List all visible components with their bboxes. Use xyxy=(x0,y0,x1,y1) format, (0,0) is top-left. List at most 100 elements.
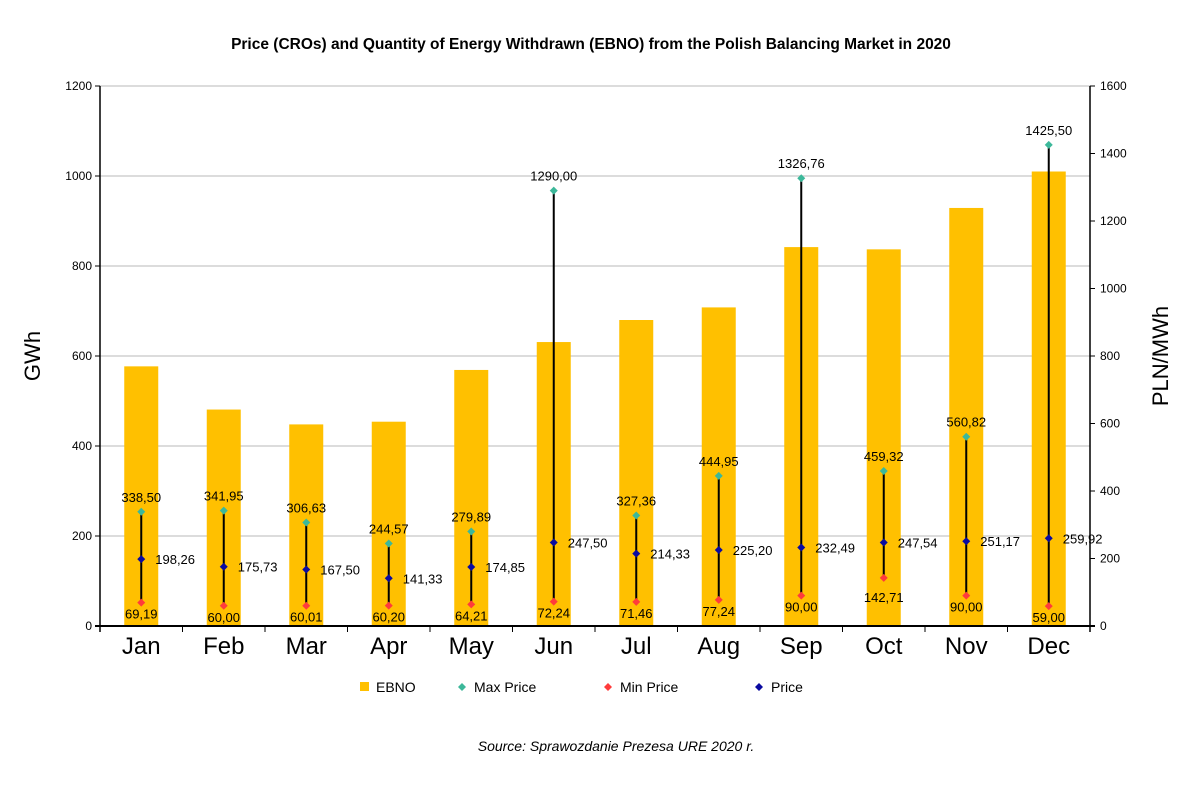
min-price-point-aug xyxy=(714,595,723,604)
min-price-point-sep xyxy=(797,591,806,600)
y-tick-label: 200 xyxy=(72,529,92,543)
y2-tick-label: 0 xyxy=(1100,619,1107,633)
y2-tick-label: 1000 xyxy=(1100,282,1127,296)
price-label: 247,50 xyxy=(568,535,608,550)
max-price-point-mar xyxy=(302,518,311,527)
min-price-point-jan xyxy=(137,598,146,607)
price-label: 214,33 xyxy=(650,547,690,562)
legend-label: Price xyxy=(771,679,803,695)
min-price-label: 60,20 xyxy=(372,610,405,625)
max-price-point-jan xyxy=(137,507,146,516)
legend-swatch-ebno xyxy=(360,682,369,691)
max-price-point-jun xyxy=(549,186,558,195)
price-label: 251,17 xyxy=(980,534,1020,549)
max-price-label: 1290,00 xyxy=(530,169,577,184)
max-price-point-aug xyxy=(714,471,723,480)
max-price-label: 306,63 xyxy=(286,501,326,516)
legend-label: EBNO xyxy=(376,679,416,695)
min-price-point-apr xyxy=(384,601,393,610)
y2-tick-label: 200 xyxy=(1100,552,1120,566)
legend-label: Min Price xyxy=(620,679,679,695)
price-label: 225,20 xyxy=(733,543,773,558)
price-point-jul xyxy=(632,549,641,558)
y2-tick-label: 800 xyxy=(1100,349,1120,363)
max-price-label: 244,57 xyxy=(369,521,409,536)
y2-tick-label: 600 xyxy=(1100,417,1120,431)
max-price-point-apr xyxy=(384,539,393,548)
x-tick-label: Jul xyxy=(621,633,652,660)
y2-tick-label: 400 xyxy=(1100,484,1120,498)
price-point-sep xyxy=(797,543,806,552)
price-point-oct xyxy=(879,538,888,547)
min-price-point-jul xyxy=(632,597,641,606)
max-price-label: 444,95 xyxy=(699,454,739,469)
price-point-nov xyxy=(962,537,971,546)
x-tick-label: Jun xyxy=(534,633,573,660)
x-tick-label: Dec xyxy=(1027,633,1070,660)
price-label: 141,33 xyxy=(403,571,443,586)
price-point-may xyxy=(467,562,476,571)
y-tick-label: 800 xyxy=(72,259,92,273)
max-price-point-nov xyxy=(962,432,971,441)
price-point-feb xyxy=(219,562,228,571)
min-price-label: 90,00 xyxy=(785,600,818,615)
x-tick-label: Jan xyxy=(122,633,161,660)
chart-title: Price (CROs) and Quantity of Energy With… xyxy=(231,36,951,53)
x-tick-label: Apr xyxy=(370,633,407,660)
min-price-point-jun xyxy=(549,597,558,606)
x-tick-label: May xyxy=(449,633,494,660)
x-tick-label: Nov xyxy=(945,633,988,660)
y-tick-label: 1000 xyxy=(65,169,92,183)
price-label: 259,92 xyxy=(1063,531,1103,546)
x-tick-label: Aug xyxy=(697,633,740,660)
min-price-label: 77,24 xyxy=(702,604,735,619)
price-label: 174,85 xyxy=(485,560,525,575)
y2-axis-title: PLN/MWh xyxy=(1148,306,1173,406)
max-price-label: 338,50 xyxy=(121,490,161,505)
max-price-point-jul xyxy=(632,511,641,520)
min-price-point-feb xyxy=(219,601,228,610)
min-price-point-oct xyxy=(879,573,888,582)
min-price-point-may xyxy=(467,600,476,609)
legend-marker-price xyxy=(755,683,763,691)
min-price-point-dec xyxy=(1044,602,1053,611)
min-price-label: 90,00 xyxy=(950,600,983,615)
x-tick-label: Feb xyxy=(203,633,244,660)
price-label: 232,49 xyxy=(815,541,855,556)
y2-tick-label: 1400 xyxy=(1100,147,1127,161)
price-label: 198,26 xyxy=(155,552,195,567)
min-price-label: 72,24 xyxy=(537,606,570,621)
price-point-apr xyxy=(384,574,393,583)
min-price-label: 60,00 xyxy=(207,610,240,625)
max-price-label: 1425,50 xyxy=(1025,123,1072,138)
min-price-label: 60,01 xyxy=(290,610,323,625)
max-price-point-oct xyxy=(879,466,888,475)
y-tick-label: 600 xyxy=(72,349,92,363)
legend-label: Max Price xyxy=(474,679,536,695)
max-price-point-may xyxy=(467,527,476,536)
price-point-jun xyxy=(549,538,558,547)
source-note: Source: Sprawozdanie Prezesa URE 2020 r. xyxy=(477,738,755,754)
min-price-label: 142,71 xyxy=(864,590,904,605)
max-price-label: 341,95 xyxy=(204,489,244,504)
max-price-label: 327,36 xyxy=(616,494,656,509)
price-label: 167,50 xyxy=(320,562,360,577)
price-point-aug xyxy=(714,545,723,554)
price-label: 175,73 xyxy=(238,560,278,575)
y-tick-label: 1200 xyxy=(65,79,92,93)
max-price-point-sep xyxy=(797,174,806,183)
min-price-point-nov xyxy=(962,591,971,600)
y2-tick-label: 1200 xyxy=(1100,214,1127,228)
y-tick-label: 400 xyxy=(72,439,92,453)
min-price-label: 71,46 xyxy=(620,606,653,621)
price-label: 247,54 xyxy=(898,535,938,550)
legend-marker-min-price xyxy=(604,683,612,691)
price-point-jan xyxy=(137,555,146,564)
y-tick-label: 0 xyxy=(85,619,92,633)
price-point-mar xyxy=(302,565,311,574)
x-tick-label: Sep xyxy=(780,633,823,660)
max-price-label: 279,89 xyxy=(451,510,491,525)
min-price-label: 59,00 xyxy=(1032,610,1065,625)
y2-tick-label: 1600 xyxy=(1100,79,1127,93)
